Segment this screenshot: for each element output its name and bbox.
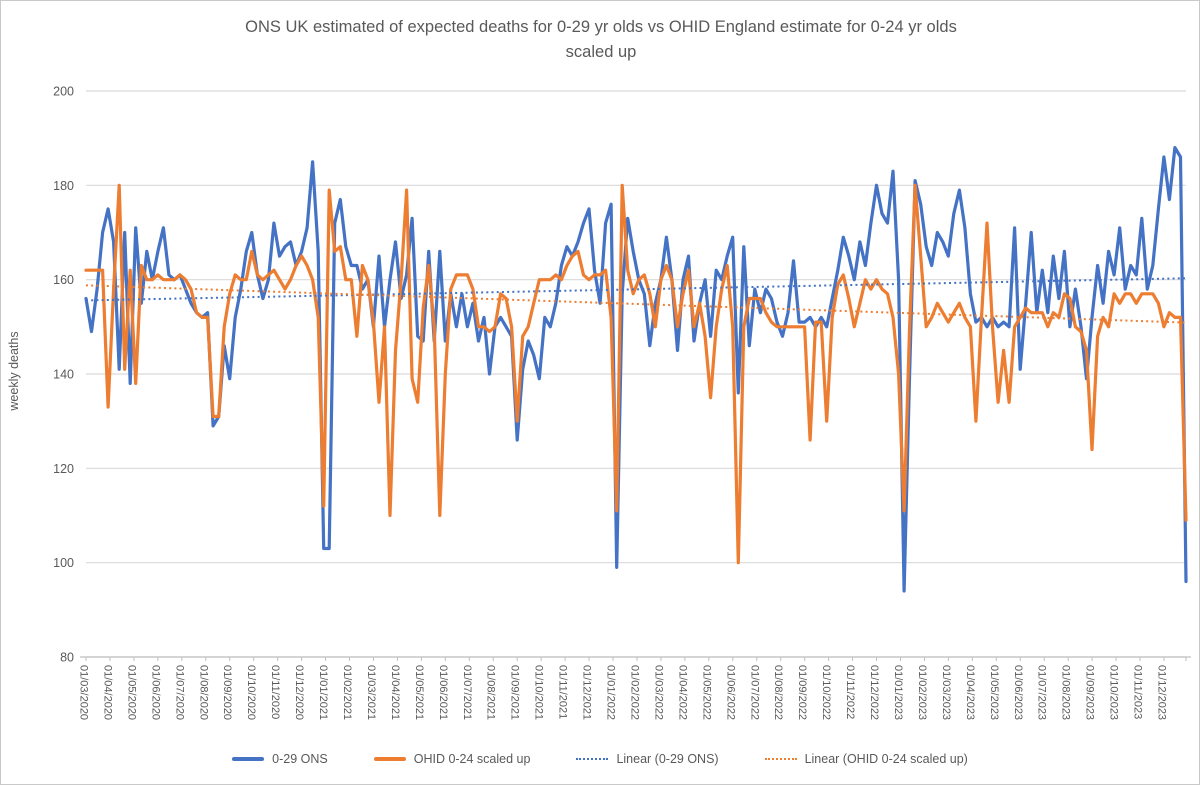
x-axis-tick-label: 01/01/2023 <box>892 665 904 720</box>
x-axis-tick-label: 01/09/2021 <box>509 665 521 720</box>
blue-line-marker-icon <box>232 757 265 761</box>
x-axis-tick-label: 01/03/2020 <box>78 665 90 720</box>
x-axis-tick-label: 01/12/2021 <box>581 665 593 720</box>
x-axis-tick-label: 01/04/2020 <box>101 665 113 720</box>
legend-item-0-29-ons: 0-29 ONS <box>232 752 328 766</box>
legend-item-linear-ohid: Linear (OHID 0-24 scaled up) <box>764 752 968 766</box>
x-axis-tick-label: 01/04/2022 <box>676 665 688 720</box>
x-axis-tick-label: 01/04/2021 <box>389 665 401 720</box>
x-axis-tick-label: 01/07/2021 <box>461 665 473 720</box>
x-axis-tick-label: 01/10/2021 <box>533 665 545 720</box>
x-axis-tick-label: 01/01/2022 <box>605 665 617 720</box>
chart-title-line2: scaled up <box>565 43 637 61</box>
x-axis-tick-label: 01/07/2022 <box>748 665 760 720</box>
y-axis-tick-label: 200 <box>53 85 74 99</box>
y-axis-tick-label: 120 <box>53 462 74 476</box>
y-axis-title: weekly deaths <box>7 331 21 411</box>
x-axis-tick-label: 01/03/2021 <box>365 665 377 720</box>
y-axis-tick-label: 100 <box>53 556 74 570</box>
x-axis-tick-label: 01/06/2022 <box>724 665 736 720</box>
x-axis-tick-label: 01/08/2020 <box>197 665 209 720</box>
legend-label: 0-29 ONS <box>272 752 328 766</box>
x-axis-tick-label: 01/12/2020 <box>293 665 305 720</box>
x-axis-tick-label: 01/03/2023 <box>940 665 952 720</box>
x-axis-tick-label: 01/09/2023 <box>1084 665 1096 720</box>
x-axis-tick-label: 01/11/2022 <box>844 665 856 719</box>
x-axis-tick-label: 01/06/2023 <box>1012 665 1024 720</box>
x-axis-tick-label: 01/01/2021 <box>317 665 329 720</box>
orange-dotted-line-marker-icon <box>764 758 797 760</box>
x-axis-tick-label: 01/07/2020 <box>173 665 185 720</box>
x-axis-tick-label: 01/10/2023 <box>1108 665 1120 720</box>
x-axis-tick-label: 01/07/2023 <box>1036 665 1048 720</box>
trendline-linear-ohid-0-24 <box>85 284 1187 324</box>
x-axis-tick-label: 01/03/2022 <box>652 665 664 720</box>
x-axis-tick-label: 01/08/2021 <box>485 665 497 720</box>
x-axis-tick-label: 01/12/2023 <box>1156 665 1168 720</box>
orange-line-marker-icon <box>373 757 406 761</box>
y-axis-tick-label: 160 <box>53 273 74 287</box>
series-line-ohid-0-24-scaled-up <box>84 183 1188 565</box>
x-axis-tick-label: 01/11/2020 <box>269 665 281 719</box>
legend-item-ohid-0-24: OHID 0-24 scaled up <box>373 752 531 766</box>
trendline-linear-0-29-ons <box>85 277 1187 302</box>
x-axis-tick-label: 01/04/2023 <box>964 665 976 720</box>
x-axis-tick-label: 01/11/2021 <box>557 665 569 719</box>
x-axis-tick-label: 01/06/2021 <box>437 665 449 720</box>
x-axis-tick-label: 01/10/2022 <box>820 665 832 720</box>
legend-label: Linear (OHID 0-24 scaled up) <box>804 752 968 766</box>
x-axis-tick-label: 01/11/2023 <box>1132 665 1144 719</box>
series-line-0-29-ons <box>84 146 1188 593</box>
x-axis-tick-label: 01/06/2020 <box>149 665 161 720</box>
x-axis-tick-label: 01/05/2022 <box>700 665 712 720</box>
legend: 0-29 ONS OHID 0-24 scaled up Linear (0-2… <box>1 748 1199 770</box>
x-axis-tick-label: 01/09/2020 <box>221 665 233 720</box>
legend-item-linear-0-29-ons: Linear (0-29 ONS) <box>576 752 719 766</box>
y-axis-tick-label: 140 <box>53 368 74 382</box>
x-axis-tick-label: 01/05/2021 <box>413 665 425 720</box>
x-axis-tick-label: 01/08/2023 <box>1060 665 1072 720</box>
chart-title-line1: ONS UK estimated of expected deaths for … <box>245 18 957 36</box>
x-axis-tick-label: 01/02/2023 <box>916 665 928 720</box>
legend-label: OHID 0-24 scaled up <box>413 752 531 766</box>
x-axis-tick-label: 01/02/2021 <box>341 665 353 720</box>
y-axis-tick-label: 80 <box>60 651 74 665</box>
x-axis-tick-label: 01/08/2022 <box>772 665 784 720</box>
x-axis-tick-label: 01/05/2020 <box>125 665 137 720</box>
x-axis-tick-label: 01/10/2020 <box>245 665 257 720</box>
y-axis-tick-label: 180 <box>53 179 74 193</box>
chart-title: ONS UK estimated of expected deaths for … <box>101 15 1101 65</box>
x-axis-tick-label: 01/09/2022 <box>796 665 808 720</box>
legend-label: Linear (0-29 ONS) <box>616 752 719 766</box>
x-axis-tick-label: 01/05/2023 <box>988 665 1000 720</box>
blue-dotted-line-marker-icon <box>576 758 609 760</box>
x-axis-tick-label: 01/02/2022 <box>628 665 640 720</box>
x-axis-tick-label: 01/12/2022 <box>868 665 880 720</box>
